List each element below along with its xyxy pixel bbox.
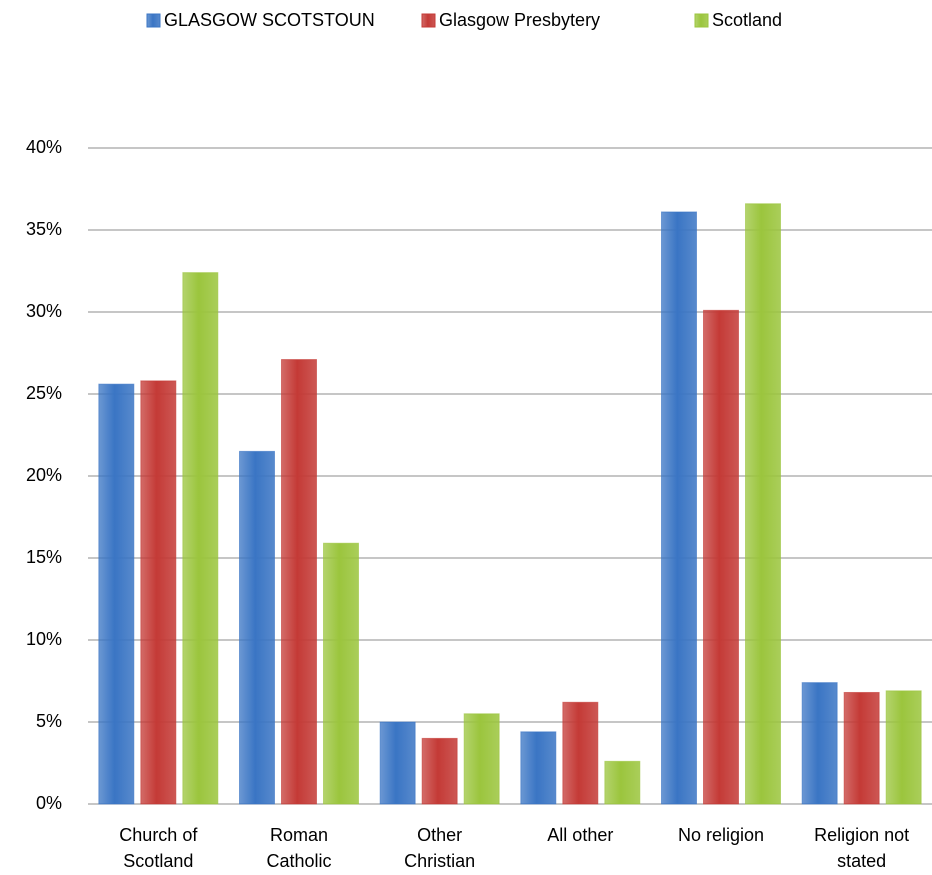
x-tick-label: All other [547,825,614,845]
bar [281,359,317,805]
y-tick-label: 5% [36,711,62,731]
legend-label: GLASGOW SCOTSTOUN [164,10,375,30]
y-tick-label: 35% [26,219,62,239]
bar [885,690,922,805]
bar [745,203,781,805]
bar [379,721,416,805]
bar [463,713,500,805]
y-tick-label: 15% [26,547,62,567]
bar [182,272,219,805]
bar [801,682,838,805]
legend-marker [694,13,709,28]
x-tick-label: Other Christian [404,825,476,871]
legend-marker [421,13,436,28]
bar [703,309,739,805]
bar [843,691,880,805]
bar [323,542,359,805]
legend-label: Glasgow Presbytery [439,10,600,30]
y-tick-label: 40% [26,137,62,157]
bar [239,450,275,805]
legend-marker [146,13,161,28]
y-tick-label: 25% [26,383,62,403]
bar [661,211,697,805]
x-tick-label: Church of Scotland [119,825,198,871]
y-tick-label: 0% [36,793,62,813]
legend-label: Scotland [712,10,782,30]
bar [140,380,177,805]
bar [98,383,135,805]
bar [562,701,599,805]
bar [604,760,641,805]
x-tick-label: Religion not stated [814,825,910,871]
y-tick-label: 30% [26,301,62,321]
bar [421,737,458,805]
x-tick-label: No religion [677,825,765,845]
y-tick-label: 10% [26,629,62,649]
y-tick-label: 20% [26,465,62,485]
bar [520,731,557,805]
x-tick-label: Roman Catholic [266,825,332,871]
